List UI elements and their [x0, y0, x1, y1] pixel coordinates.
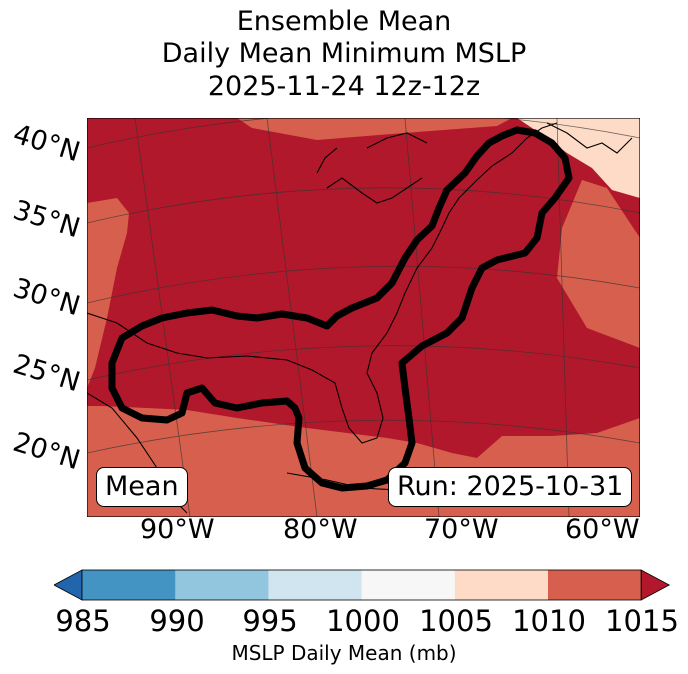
colorbar-tick-1005: 1005 — [419, 604, 493, 638]
lat-label-20: 20°N — [9, 426, 84, 477]
lat-label-35: 35°N — [9, 194, 84, 245]
title-line-3: 2025-11-24 12z-12z — [207, 71, 481, 102]
title-line-2: Daily Mean Minimum MSLP — [161, 38, 527, 69]
title-line-1: Ensemble Mean — [236, 6, 452, 37]
colorbar-segment — [268, 570, 363, 600]
pressure-band-1010-1015 — [87, 118, 640, 458]
lat-label-30: 30°N — [9, 272, 84, 323]
colorbar-segment — [454, 570, 549, 600]
colorbar-segment — [175, 570, 269, 600]
lon-label-70w: 70°W — [424, 514, 499, 545]
run-date-badge: Run: 2025-10-31 — [388, 467, 633, 507]
colorbar-tick-985: 985 — [55, 604, 111, 638]
colorbar — [54, 569, 671, 601]
lon-label-80w: 80°W — [283, 514, 358, 545]
lat-label-25: 25°N — [9, 348, 84, 399]
map-panel — [87, 118, 640, 517]
graticule — [87, 118, 640, 517]
colorbar-segment — [82, 570, 176, 600]
colorbar-under-arrow — [54, 569, 83, 601]
colorbar-tick-1015: 1015 — [605, 604, 679, 638]
colorbar-tick-1000: 1000 — [326, 604, 400, 638]
mean-badge: Mean — [96, 467, 188, 507]
colorbar-tick-1010: 1010 — [512, 604, 586, 638]
lon-label-60w: 60°W — [565, 514, 640, 545]
colorbar-tick-995: 995 — [242, 604, 298, 638]
lon-label-90w: 90°W — [140, 514, 215, 545]
colorbar-over-arrow — [640, 569, 671, 601]
lat-label-40: 40°N — [9, 118, 84, 169]
colorbar-segment — [548, 570, 642, 600]
colorbar-tick-990: 990 — [149, 604, 205, 638]
colorbar-label: MSLP Daily Mean (mb) — [231, 641, 457, 665]
contour-outline — [108, 126, 573, 492]
colorbar-segment — [361, 570, 456, 600]
